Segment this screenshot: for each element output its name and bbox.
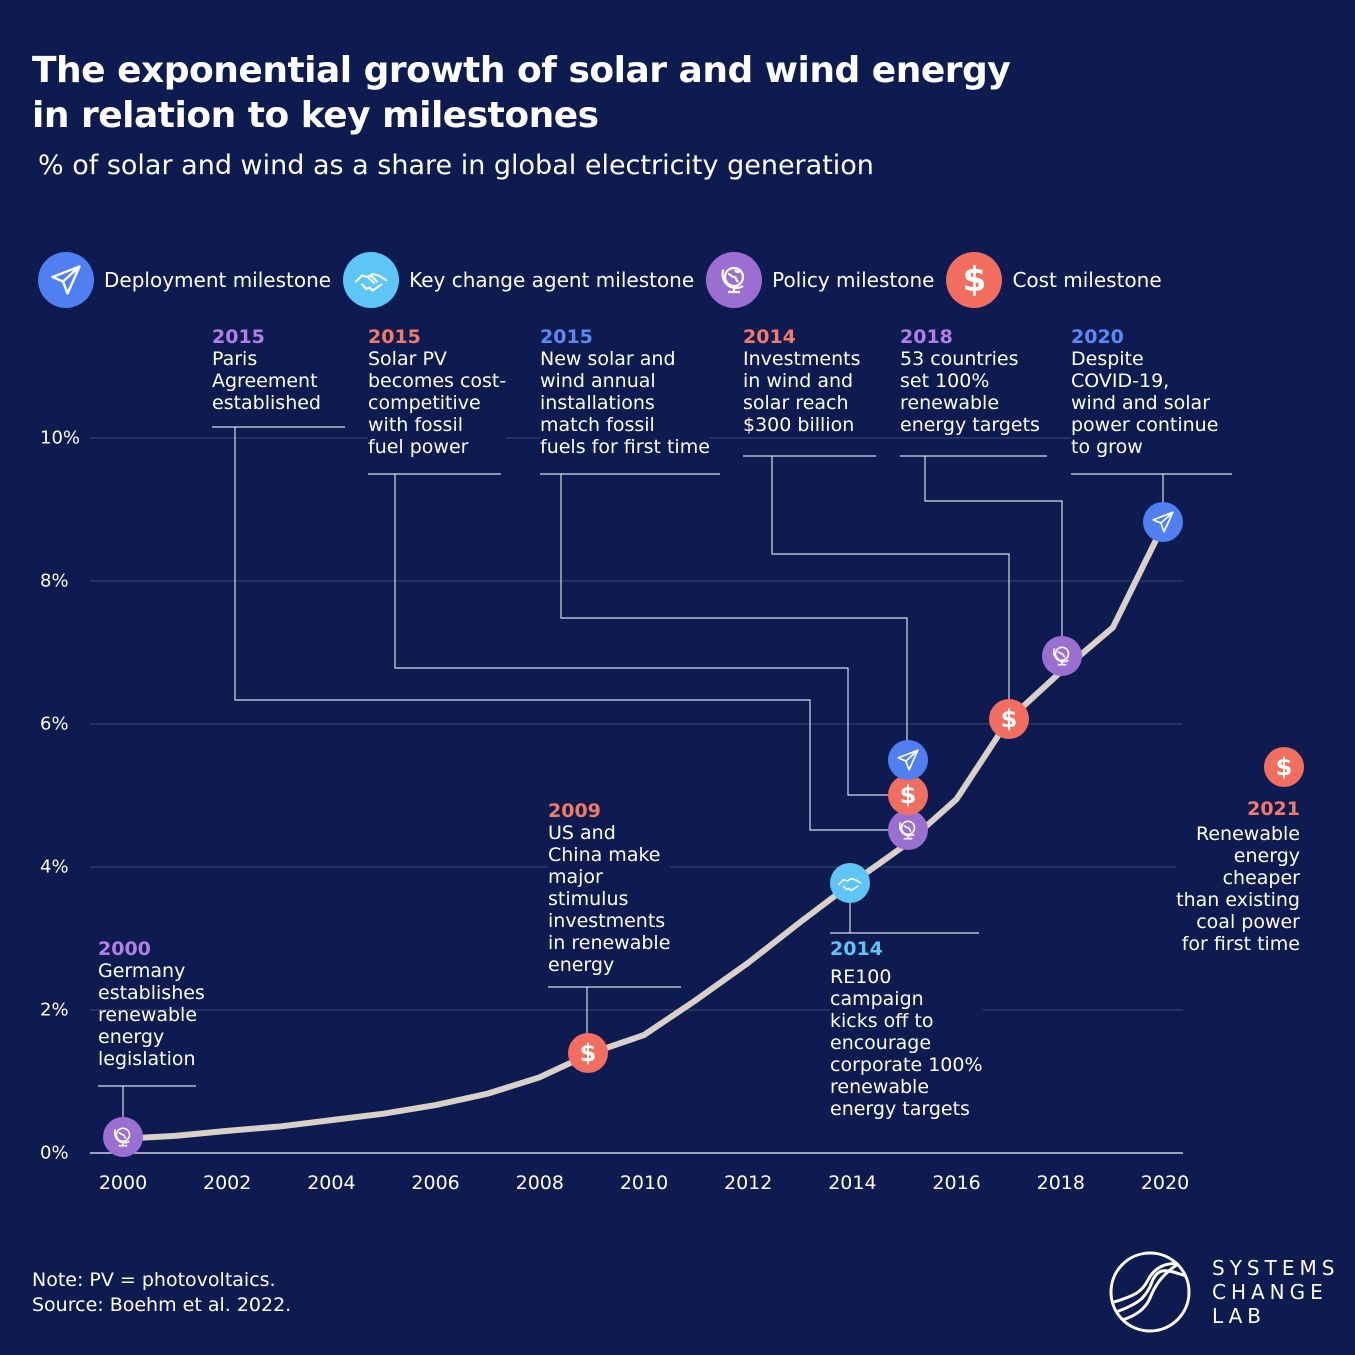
gridlines xyxy=(90,437,1183,1154)
x-tick-label: 2014 xyxy=(828,1172,877,1194)
globe-icon xyxy=(706,252,763,308)
connector-lines xyxy=(98,426,1232,1120)
marker-2009-cost-dollar-icon: $ xyxy=(568,1033,608,1073)
annotation-2014-investments: 2014 Investments in wind and solar reach… xyxy=(743,326,861,436)
x-tick-label: 2008 xyxy=(515,1172,564,1194)
legend-cost: $ Cost milestone xyxy=(946,252,1162,308)
annotation-2020: 2020 Despite COVID-19, wind and solar po… xyxy=(1071,326,1219,458)
annotation-text: Solar PV becomes cost- competitive with … xyxy=(368,348,507,458)
marker-2014-agent-handshake-icon xyxy=(830,863,870,903)
annotation-text: New solar and wind annual installations … xyxy=(540,348,710,458)
x-tick-label: 2020 xyxy=(1140,1172,1190,1194)
annotation-text: Germany establishes renewable energy leg… xyxy=(98,960,205,1070)
x-tick-label: 2016 xyxy=(932,1172,981,1194)
chart-title: The exponential growth of solar and wind… xyxy=(32,48,1011,138)
marker-2015-policy-globe-icon xyxy=(888,810,928,850)
logo-line: SYSTEMS xyxy=(1212,1256,1340,1280)
connector-53-countries xyxy=(924,456,1063,637)
annotation-text: Paris Agreement established xyxy=(212,348,321,414)
connector-paris xyxy=(234,427,890,831)
annotation-2000: 2000 Germany establishes renewable energ… xyxy=(98,938,205,1070)
systems-change-lab-logo: SYSTEMS CHANGE LAB xyxy=(1108,1250,1339,1334)
connector-installations xyxy=(560,474,908,742)
legend-deployment: Deployment milestone xyxy=(38,252,331,308)
annotation-text: Investments in wind and solar reach $300… xyxy=(743,348,861,436)
y-tick-label: 6% xyxy=(40,713,69,735)
connector-solar-pv xyxy=(394,474,890,796)
title-line-2: in relation to key milestones xyxy=(32,95,599,136)
annotation-text: Despite COVID-19, wind and solar power c… xyxy=(1071,348,1219,458)
footnote: Note: PV = photovoltaics. Source: Boehm … xyxy=(32,1268,291,1318)
legend: Deployment milestone Key change agent mi… xyxy=(38,252,1174,308)
marker-2017-cost-dollar-icon: $ xyxy=(989,699,1029,739)
annotation-2015-paris: 2015 Paris Agreement established xyxy=(212,326,321,414)
connector-investments xyxy=(771,456,1010,700)
handshake-icon xyxy=(343,252,400,308)
x-tick-label: 2006 xyxy=(411,1172,460,1194)
legend-policy: Policy milestone xyxy=(706,252,934,308)
annotation-2021: 2021 Renewable energy cheaper than exist… xyxy=(1176,798,1300,955)
marker-2015-cost-dollar-icon: $ xyxy=(888,775,928,815)
marker-2000-policy-globe-icon xyxy=(103,1117,143,1157)
annotation-2009: 2009 US and China make major stimulus in… xyxy=(548,800,671,976)
note-text: Note: PV = photovoltaics. xyxy=(32,1269,276,1291)
legend-label: Deployment milestone xyxy=(104,268,332,292)
annotation-year: 2014 xyxy=(830,938,883,960)
annotation-year: 2021 xyxy=(1247,798,1300,820)
y-tick-label: 10% xyxy=(40,427,81,449)
logo-line: LAB xyxy=(1212,1304,1267,1328)
series-line xyxy=(120,518,1168,1142)
title-line-1: The exponential growth of solar and wind… xyxy=(32,50,1011,91)
x-tick-label: 2012 xyxy=(724,1172,773,1194)
dollar-icon: $ xyxy=(946,252,1003,308)
y-tick-label: 4% xyxy=(40,856,69,878)
annotation-2015-solar-pv: 2015 Solar PV becomes cost- competitive … xyxy=(368,326,507,458)
legend-label: Cost milestone xyxy=(1012,268,1162,292)
logo-line: CHANGE xyxy=(1212,1280,1328,1304)
y-tick-label: 0% xyxy=(40,1142,69,1164)
annotation-text: 53 countries set 100% renewable energy t… xyxy=(900,348,1040,436)
annotation-year: 2015 xyxy=(368,326,421,348)
annotation-year: 2000 xyxy=(98,938,151,960)
y-tick-label: 8% xyxy=(40,570,69,592)
x-tick-label: 2002 xyxy=(203,1172,252,1194)
annotation-text: Renewable energy cheaper than existing c… xyxy=(1176,823,1300,955)
annotation-year: 2020 xyxy=(1071,326,1124,348)
annotation-year: 2014 xyxy=(743,326,796,348)
annotation-year: 2018 xyxy=(900,326,953,348)
x-tick-label: 2010 xyxy=(619,1172,669,1194)
annotation-text: RE100 campaign kicks off to encourage co… xyxy=(830,966,983,1120)
x-tick-label: 2004 xyxy=(307,1172,356,1194)
paper-plane-icon xyxy=(38,252,94,308)
annotation-text: US and China make major stimulus investm… xyxy=(548,822,671,976)
annotation-year: 2015 xyxy=(212,326,265,348)
annotation-2015-installations: 2015 New solar and wind annual installat… xyxy=(540,326,710,458)
chart-subtitle: % of solar and wind as a share in global… xyxy=(38,150,874,181)
logo-mark-icon xyxy=(1109,1251,1191,1333)
marker-2020-deployment-paper-plane-icon xyxy=(1143,502,1183,542)
marker-2021-cost-dollar-icon: $ xyxy=(1264,747,1304,787)
legend-agent: Key change agent milestone xyxy=(343,252,694,308)
marker-2015-deployment-paper-plane-icon xyxy=(888,740,928,780)
annotation-year: 2009 xyxy=(548,800,601,822)
annotation-year: 2015 xyxy=(540,326,593,348)
x-tick-label: 2000 xyxy=(98,1172,148,1194)
source-text: Source: Boehm et al. 2022. xyxy=(32,1294,292,1316)
annotation-2014-re100: 2014 RE100 campaign kicks off to encoura… xyxy=(830,938,983,1120)
annotation-2018: 2018 53 countries set 100% renewable ene… xyxy=(900,326,1040,436)
legend-label: Key change agent milestone xyxy=(409,268,695,292)
legend-label: Policy milestone xyxy=(772,268,935,292)
y-tick-label: 2% xyxy=(40,999,69,1021)
marker-2018-policy-globe-icon xyxy=(1042,636,1082,676)
x-tick-label: 2018 xyxy=(1036,1172,1085,1194)
